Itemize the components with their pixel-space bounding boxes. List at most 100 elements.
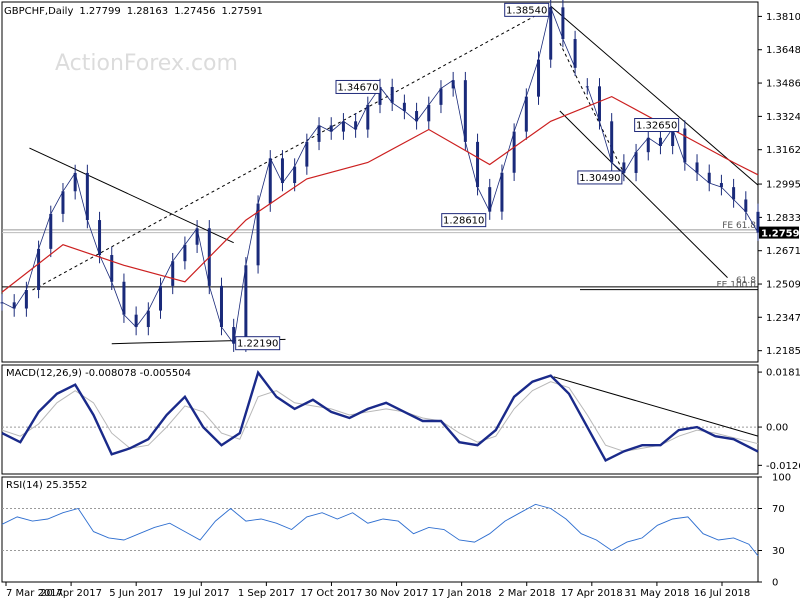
x-tick-label: 30 Nov 2017 [365, 588, 429, 599]
price-label-rect [504, 2, 550, 17]
last-price-marker: 1.27591 [759, 226, 800, 240]
price-bar-body [110, 255, 114, 282]
rsi-line [1, 503, 759, 557]
price-label-box: 1.28610 [441, 213, 487, 228]
trendline [550, 5, 759, 186]
price-bar-body [512, 131, 516, 173]
rsi-panel-frame [1, 476, 759, 583]
price-tick-label: 1.33240 [766, 112, 800, 123]
level-label: 61.8 [736, 276, 756, 286]
x-tick-label: 1 Sep 2017 [238, 588, 295, 599]
price-bar-body [37, 248, 41, 290]
price-bar-body [134, 314, 138, 328]
price-bar-body [500, 172, 504, 212]
macd-tick-label: 0.00 [766, 423, 788, 434]
ohlc-value-2: 1.27456 [174, 6, 215, 17]
price-label-text: 1.28610 [443, 216, 484, 227]
rsi-tick-label: 100 [772, 473, 791, 484]
price-tick-label: 1.28330 [766, 213, 800, 224]
price-bar-body [171, 261, 175, 286]
price-bar-body [732, 187, 736, 200]
price-tick-label: 1.25090 [766, 280, 800, 291]
price-bar-body [61, 191, 65, 214]
price-bar-body [293, 166, 297, 184]
macd-title: MACD(12,26,9) -0.008078 -0.005504 [6, 368, 191, 379]
price-label-rect [235, 336, 281, 351]
price-label-rect [441, 213, 487, 228]
x-tick-label: 17 Jan 2018 [432, 588, 492, 599]
price-label-text: 1.22190 [237, 339, 278, 350]
price-tick-label: 1.21850 [766, 346, 800, 357]
price-bar-body [98, 220, 102, 256]
price-bar-body [390, 86, 394, 103]
macd-panel-frame [1, 364, 759, 475]
price-label-box: 1.22190 [235, 336, 281, 351]
chart-header: GBPCHF,Daily 1.27799 1.28163 1.27456 1.27591 [4, 6, 263, 17]
price-tick-label: 1.23475 [766, 313, 800, 324]
price-bar-body [415, 111, 419, 122]
price-bar-body [744, 199, 748, 212]
price-bar-body [329, 125, 333, 132]
price-label-text: 1.32650 [636, 121, 677, 132]
x-tick-label: 16 Jul 2018 [694, 588, 751, 599]
price-bar-body [0, 302, 4, 304]
price-bar-body [658, 137, 662, 146]
price-label-text: 1.30490 [579, 173, 620, 184]
price-bar-body [146, 310, 150, 328]
price-bar-body [719, 183, 723, 188]
price-bar-body [183, 244, 187, 262]
rsi-tick-label: 0 [772, 578, 778, 589]
last-price-rect [759, 226, 799, 239]
price-bar-body [219, 285, 223, 328]
ohlc-value-1: 1.28163 [127, 6, 168, 17]
price-bar-body [597, 86, 601, 122]
price-bar-body [73, 172, 77, 192]
price-tick-label: 1.34860 [766, 79, 800, 90]
price-bar-body [366, 104, 370, 130]
x-tick-label: 17 Oct 2017 [301, 588, 363, 599]
price-label-box: 1.34670 [335, 79, 381, 94]
price-bar-body [561, 7, 565, 40]
trendline [29, 147, 234, 244]
rsi-tick-label: 70 [772, 504, 785, 515]
x-tick-label: 7 Mar 2017 [6, 588, 63, 599]
instrument-label: GBPCHF,Daily [4, 6, 73, 17]
level-label: FE 61.8 [722, 221, 756, 231]
price-bar-body [439, 88, 443, 105]
ohlc-value-0: 1.27799 [79, 6, 120, 17]
price-label-rect [577, 170, 623, 185]
trendline [32, 6, 551, 291]
rsi-tick-label: 30 [772, 546, 785, 557]
price-bar-body [671, 128, 675, 146]
macd-line [1, 369, 759, 462]
level-label: FE 100.0 [717, 281, 757, 291]
price-label-text: 1.34670 [337, 82, 378, 93]
price-tick-label: 1.38100 [766, 12, 800, 23]
price-bar-body [256, 203, 260, 266]
price-label-rect [634, 118, 680, 133]
price-bar-body [634, 152, 638, 173]
price-bar-body [378, 86, 382, 105]
price-bar-body [85, 172, 89, 221]
price-bar-body [268, 158, 272, 204]
price-series-line [1, 5, 576, 345]
x-tick-label: 17 Apr 2018 [561, 588, 623, 599]
price-bar-body [756, 211, 760, 233]
price-bar-body [49, 213, 53, 249]
price-bar-body [707, 172, 711, 184]
price-bar-body [317, 125, 321, 142]
price-bar-body [610, 121, 614, 163]
x-tick-label: 20 Apr 2017 [40, 588, 102, 599]
price-bar-body [524, 96, 528, 132]
price-bar-body [122, 281, 126, 315]
price-tick-label: 1.36480 [766, 45, 800, 56]
price-bar-body [159, 285, 163, 311]
macd-tick-label: 0.018161 [766, 368, 800, 379]
x-tick-label: 31 May 2018 [624, 588, 689, 599]
price-bar-body [476, 141, 480, 188]
price-bar-body [402, 102, 406, 112]
price-bar-body [341, 121, 345, 132]
price-tick-label: 1.26710 [766, 246, 800, 257]
watermark-text: ActionForex.com [55, 51, 238, 76]
